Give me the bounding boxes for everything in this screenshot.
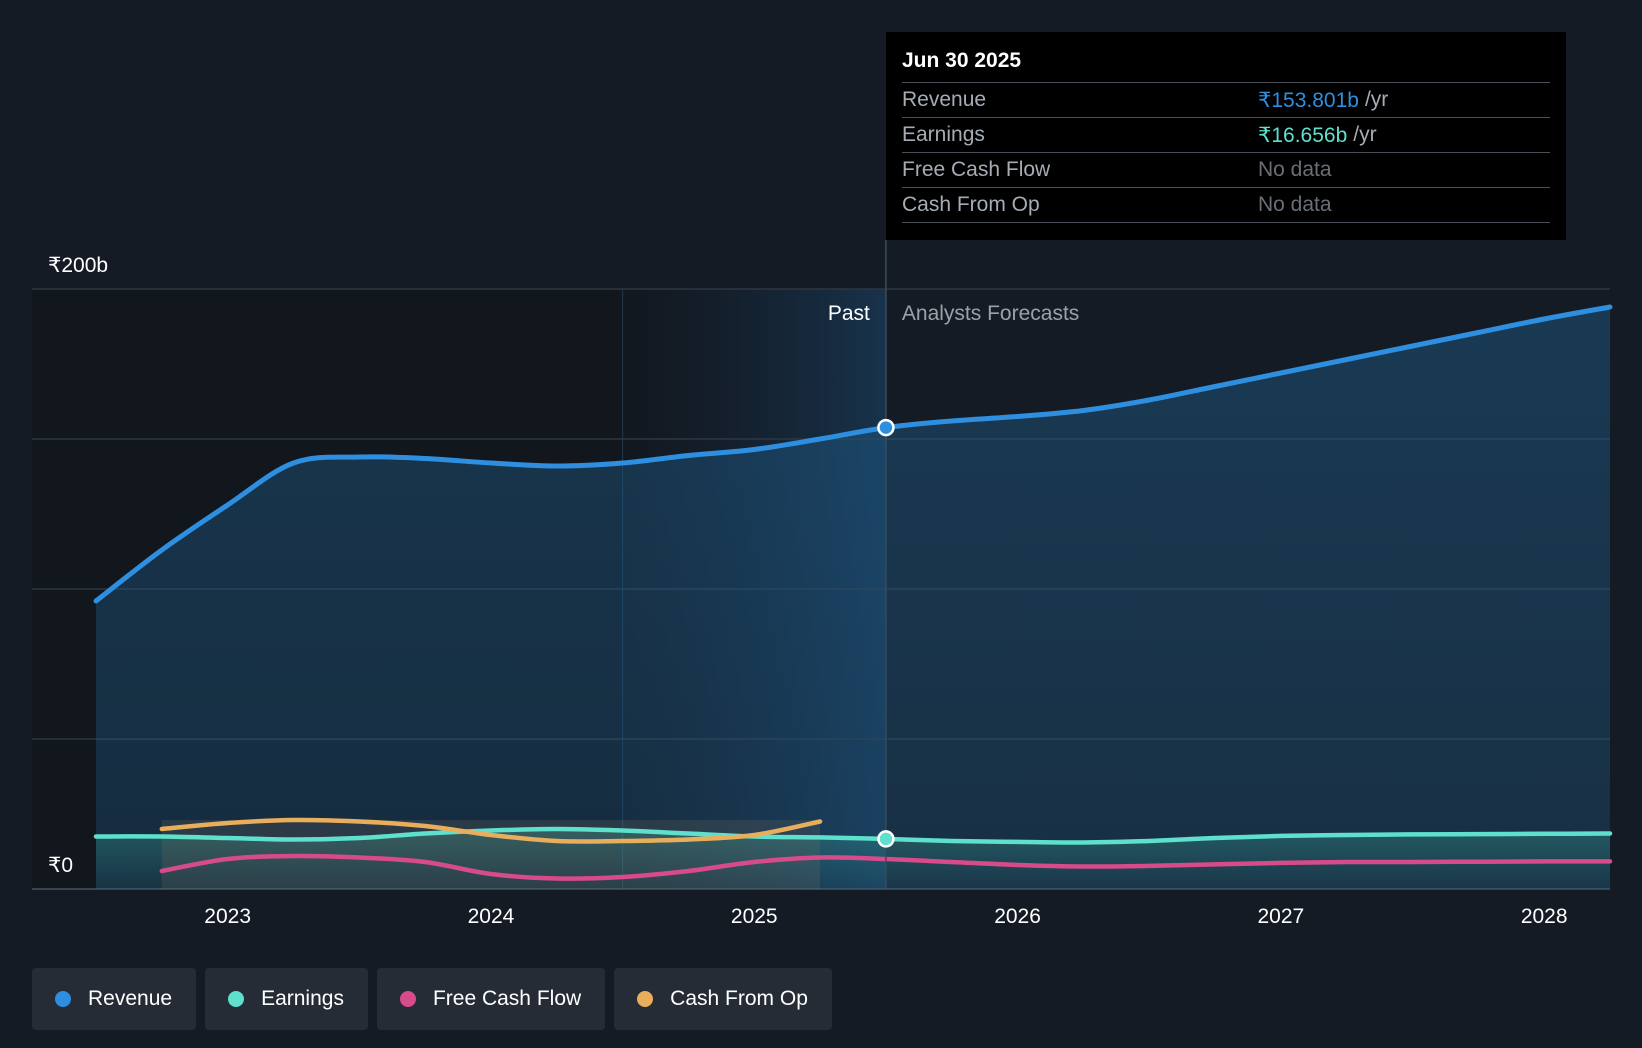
past-label: Past xyxy=(828,302,870,325)
legend-item-revenue[interactable]: Revenue xyxy=(32,968,197,1030)
tooltip-row-free-cash-flow: Free Cash Flow No data xyxy=(902,152,1550,187)
tooltip-row-cash-from-op: Cash From Op No data xyxy=(902,187,1550,223)
tooltip-unit: /yr xyxy=(1364,88,1389,111)
legend-item-free-cash-flow[interactable]: Free Cash Flow xyxy=(376,968,606,1030)
legend-dot-icon xyxy=(399,991,416,1007)
cash-from-op-line xyxy=(159,817,823,844)
legend-label: Cash From Op xyxy=(670,987,808,1010)
legend-item-cash-from-op[interactable]: Cash From Op xyxy=(614,968,832,1030)
tooltip-value: ₹153.801b xyxy=(1258,88,1359,112)
legend-label: Earnings xyxy=(261,987,344,1010)
tooltip-value: ₹16.656b xyxy=(1258,123,1348,147)
legend-label: Free Cash Flow xyxy=(432,987,582,1010)
x-tick-label: 2023 xyxy=(204,905,251,928)
legend-dot-icon xyxy=(55,991,71,1007)
tooltip-label: Revenue xyxy=(902,88,987,111)
tooltip-row-earnings: Earnings ₹16.656b /yr xyxy=(902,117,1550,152)
y-axis-top-label: ₹200b xyxy=(48,254,108,277)
forecast-label: Analysts Forecasts xyxy=(902,302,1079,325)
x-tick-label: 2025 xyxy=(731,905,778,928)
tooltip-unit: /yr xyxy=(1353,123,1377,146)
earnings-line xyxy=(93,826,1613,845)
tooltip-value: No data xyxy=(1258,158,1332,181)
tooltip-row-revenue: Revenue ₹153.801b /yr xyxy=(902,82,1550,117)
x-tick-label: 2024 xyxy=(468,905,515,928)
x-tick-label: 2027 xyxy=(1258,905,1305,928)
x-tick-label: 2026 xyxy=(994,905,1041,928)
revenue-line xyxy=(93,304,1613,604)
revenue-area xyxy=(96,307,1610,889)
legend-dot-icon xyxy=(228,991,245,1007)
tooltip-date: Jun 30 2025 xyxy=(902,49,1022,72)
y-axis-bottom-label: ₹0 xyxy=(48,854,73,877)
revenue-marker xyxy=(877,418,895,437)
x-axis-ticks: 2023 2024 2025 2026 2027 2028 xyxy=(204,905,1567,928)
tooltip-label: Earnings xyxy=(902,123,985,146)
tooltip-label: Free Cash Flow xyxy=(902,158,1051,181)
tooltip-label: Cash From Op xyxy=(902,193,1040,216)
tooltip-value: No data xyxy=(1258,193,1332,216)
x-tick-label: 2028 xyxy=(1521,905,1568,928)
legend: Revenue Earnings Free Cash Flow Cash Fro… xyxy=(32,968,832,1030)
legend-item-earnings[interactable]: Earnings xyxy=(205,968,368,1030)
legend-dot-icon xyxy=(637,991,654,1007)
legend-label: Revenue xyxy=(88,987,173,1010)
earnings-marker xyxy=(877,830,895,848)
tooltip: Jun 30 2025 Revenue ₹153.801b /yr Earnin… xyxy=(886,32,1566,240)
hover-markers xyxy=(877,418,895,848)
